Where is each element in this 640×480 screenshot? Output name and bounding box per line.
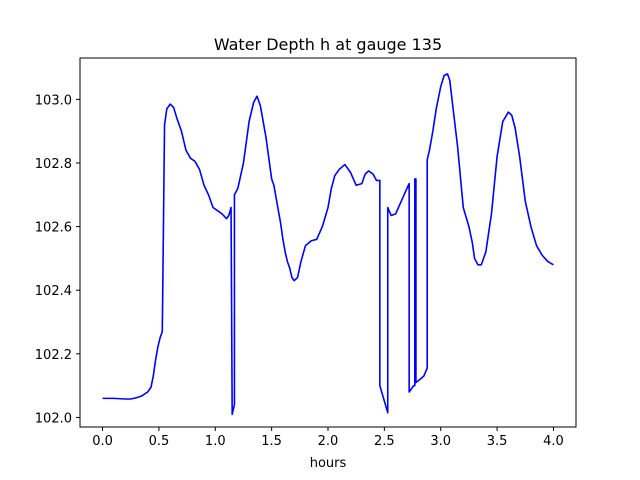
x-tick-label: 4.0 bbox=[543, 434, 564, 449]
x-tick-label: 3.0 bbox=[430, 434, 451, 449]
x-axis-label: hours bbox=[310, 456, 347, 471]
y-tick-label: 102.4 bbox=[35, 284, 72, 299]
plot-area bbox=[102, 73, 554, 416]
x-tick-label: 2.5 bbox=[374, 434, 395, 449]
x-tick-label: 1.0 bbox=[205, 434, 226, 449]
x-tick-label: 1.5 bbox=[261, 434, 282, 449]
y-tick-label: 102.2 bbox=[35, 348, 72, 363]
x-tick-label: 0.5 bbox=[149, 434, 170, 449]
axes-frame bbox=[79, 57, 577, 428]
y-tick-label: 103.0 bbox=[35, 93, 72, 108]
series-line bbox=[102, 73, 554, 416]
x-tick-label: 0.0 bbox=[92, 434, 113, 449]
chart-title: Water Depth h at gauge 135 bbox=[214, 35, 442, 54]
y-tick-label: 102.6 bbox=[35, 221, 72, 236]
y-tick-label: 102.0 bbox=[35, 411, 72, 426]
x-tick-label: 3.5 bbox=[487, 434, 508, 449]
x-tick-label: 2.0 bbox=[318, 434, 339, 449]
axis-ticks: 0.0 0.5 1.0 1.5 2.0 2.5 3.0 3.5 4.0 102.0 102.2 102… bbox=[35, 93, 564, 449]
y-tick-label: 102.8 bbox=[35, 157, 72, 172]
